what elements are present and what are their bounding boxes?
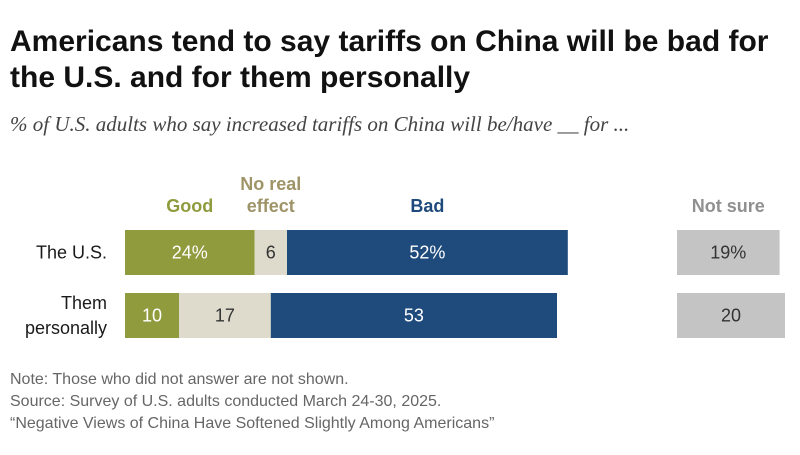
bar-good <box>125 293 179 338</box>
data-label-not-sure: 19% <box>710 243 746 263</box>
data-label-bad: 52% <box>409 243 445 263</box>
legend-no-real-effect: No real <box>240 174 301 194</box>
legend-bad: Bad <box>410 196 444 216</box>
bar-good <box>125 230 255 275</box>
data-label-good: 24% <box>172 243 208 263</box>
report-title-line: “Negative Views of China Have Softened S… <box>10 415 495 432</box>
category-label: Them <box>61 293 107 313</box>
bar-bad <box>270 293 557 338</box>
note-line: Note: Those who did not answer are not s… <box>10 371 349 388</box>
data-label-not-sure: 20 <box>721 306 741 326</box>
data-label-bad: 53 <box>404 306 424 326</box>
data-label-good: 10 <box>142 306 162 326</box>
legend-no-real-effect: effect <box>247 196 295 216</box>
category-label: The U.S. <box>36 243 107 263</box>
chart-subtitle: % of U.S. adults who say increased tarif… <box>10 112 630 136</box>
bar-not-sure <box>677 230 780 275</box>
bar-no-real-effect <box>179 293 271 338</box>
bar-no-real-effect <box>254 230 287 275</box>
chart-title: Americans tend to say tariffs on China w… <box>10 25 769 94</box>
legend-good: Good <box>166 196 213 216</box>
source-line: Source: Survey of U.S. adults conducted … <box>10 393 442 410</box>
bar-not-sure <box>677 293 785 338</box>
data-label-no-real-effect: 6 <box>266 243 276 263</box>
chart-notes: Note: Those who did not answer are not s… <box>10 369 494 435</box>
legend-not-sure: Not sure <box>692 196 765 216</box>
data-label-no-real-effect: 17 <box>215 306 235 326</box>
bar-bad <box>287 230 568 275</box>
category-label: personally <box>25 318 107 338</box>
